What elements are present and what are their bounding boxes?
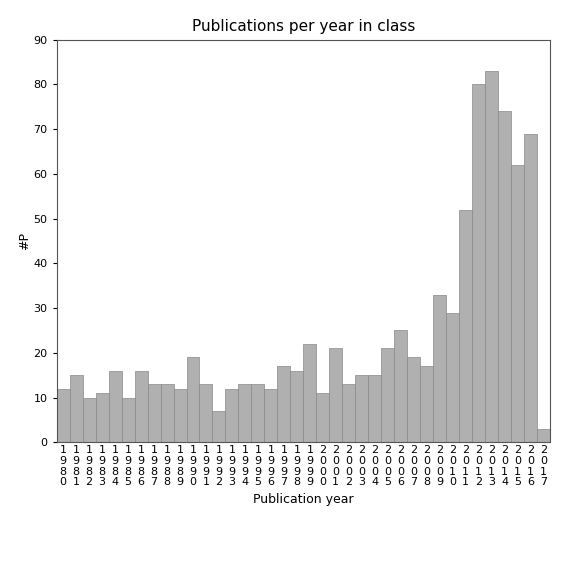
Bar <box>96 393 109 442</box>
Bar <box>420 366 433 442</box>
Bar <box>213 411 226 442</box>
Bar <box>187 357 200 442</box>
Bar <box>433 295 446 442</box>
Bar <box>485 71 498 442</box>
Bar <box>251 384 264 442</box>
Bar <box>356 375 368 442</box>
Bar <box>368 375 381 442</box>
Bar <box>394 331 407 442</box>
Bar <box>524 134 537 442</box>
Bar <box>83 397 96 442</box>
Bar <box>290 371 303 442</box>
Bar <box>277 366 290 442</box>
Bar <box>174 388 187 442</box>
Bar <box>160 384 174 442</box>
Bar <box>342 384 356 442</box>
Bar <box>121 397 134 442</box>
Bar <box>381 348 394 442</box>
Bar <box>446 312 459 442</box>
X-axis label: Publication year: Publication year <box>253 493 354 506</box>
Bar <box>329 348 342 442</box>
Bar <box>147 384 160 442</box>
Bar <box>264 388 277 442</box>
Bar <box>472 84 485 442</box>
Bar <box>459 210 472 442</box>
Bar <box>57 388 70 442</box>
Bar <box>134 371 147 442</box>
Bar <box>70 375 83 442</box>
Bar <box>109 371 121 442</box>
Bar <box>303 344 316 442</box>
Bar <box>537 429 550 442</box>
Bar <box>239 384 251 442</box>
Bar <box>511 165 524 442</box>
Bar <box>316 393 329 442</box>
Title: Publications per year in class: Publications per year in class <box>192 19 415 35</box>
Bar <box>226 388 239 442</box>
Bar <box>407 357 420 442</box>
Bar <box>200 384 213 442</box>
Bar <box>498 111 511 442</box>
Y-axis label: #P: #P <box>18 232 31 250</box>
